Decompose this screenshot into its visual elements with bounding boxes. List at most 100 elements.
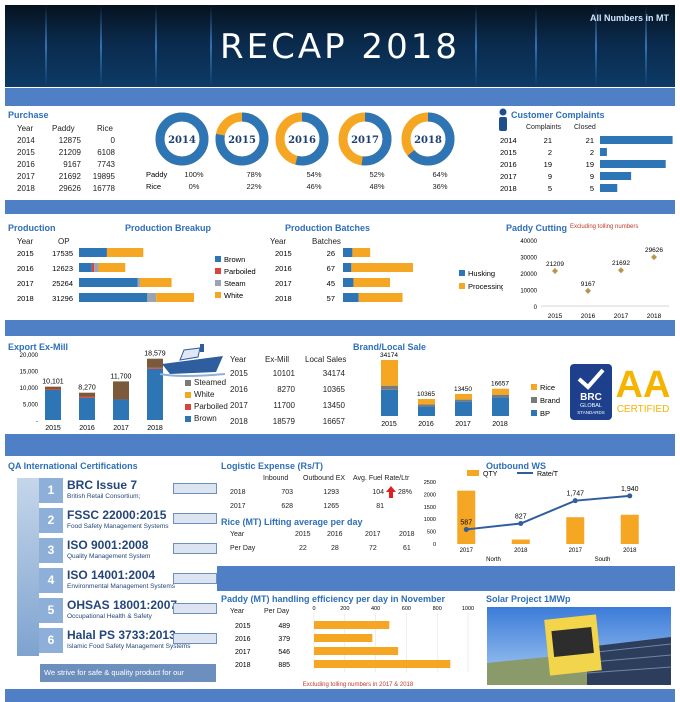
breakup-segment-brown bbox=[79, 248, 107, 257]
lifting-cell: 72 bbox=[369, 545, 377, 552]
outbound-xtick: 2017 bbox=[460, 548, 474, 554]
export-cell-exmill: 10101 bbox=[272, 369, 295, 378]
lifting-col: 2017 bbox=[365, 531, 381, 538]
donut-year-label: 2016 bbox=[288, 135, 316, 146]
export-data-label: 11,700 bbox=[111, 373, 132, 380]
production-year: 2018 bbox=[17, 294, 34, 303]
export-xtick: 2018 bbox=[147, 425, 163, 432]
cutting-point bbox=[552, 268, 558, 275]
divider-band bbox=[5, 320, 675, 336]
brand-legend-label: BP bbox=[540, 409, 550, 418]
brand-bar-segment bbox=[418, 399, 435, 405]
batches-chart: 2015 26 2016 67 2017 45 2018 57 Husking Processin… bbox=[275, 248, 503, 303]
production-section: Production Production Breakup Year OP 20… bbox=[5, 214, 675, 320]
cutting-point bbox=[651, 254, 657, 261]
handling-value: 379 bbox=[278, 636, 290, 643]
purchase-cell-rice: 16778 bbox=[92, 184, 115, 193]
export-legend-swatch bbox=[185, 416, 191, 422]
handling-year: 2018 bbox=[235, 662, 251, 669]
export-legend-label: Steamed bbox=[194, 378, 227, 387]
divider-band bbox=[5, 689, 675, 702]
complaints-year: 2018 bbox=[500, 184, 517, 193]
complaints-bar bbox=[600, 136, 673, 144]
export-legend-item: White bbox=[185, 390, 245, 400]
purchase-cell-paddy: 9167 bbox=[63, 160, 81, 169]
outbound-legend-qty: QTY bbox=[483, 471, 498, 478]
brand-bar-segment bbox=[455, 401, 472, 416]
production-year: 2016 bbox=[17, 264, 34, 273]
outbound-rate-label: 1,747 bbox=[566, 491, 584, 498]
export-bar-segment bbox=[113, 381, 129, 400]
outbound-qty-bar bbox=[457, 490, 476, 544]
outbound-ytick: 2500 bbox=[424, 480, 436, 486]
handling-title: Paddy (MT) handling efficiency per day i… bbox=[221, 594, 446, 604]
export-cell-year: 2018 bbox=[230, 417, 248, 426]
brand-legend-label: Brand bbox=[540, 396, 560, 405]
brand-xtick: 2016 bbox=[418, 421, 434, 428]
export-bar-segment bbox=[147, 367, 163, 369]
qa-item-logo bbox=[173, 603, 217, 614]
complaints-count: 21 bbox=[544, 136, 552, 145]
complaints-closed: 2 bbox=[590, 148, 594, 157]
complaints-year: 2014 bbox=[500, 136, 517, 145]
qa-item-sub: Environmental Management Systems bbox=[67, 583, 176, 590]
export-legend-swatch bbox=[185, 380, 191, 386]
qa-item: 6 Halal PS 3733:2013 Islamic Food Safety M… bbox=[15, 628, 217, 653]
logistics-cell-outbound: 1265 bbox=[323, 503, 339, 510]
cutting-xtick: 2017 bbox=[614, 313, 629, 320]
production-year: 2017 bbox=[17, 279, 34, 288]
units-note: All Numbers in MT bbox=[589, 13, 669, 23]
complaints-bar bbox=[600, 160, 666, 168]
breakup-segment-steam bbox=[94, 263, 99, 272]
lifting-col: Year bbox=[230, 531, 245, 538]
batches-count: 45 bbox=[327, 279, 335, 288]
export-bar-segment bbox=[147, 368, 163, 420]
export-cell-year: 2015 bbox=[230, 369, 248, 378]
brand-bar-segment bbox=[381, 385, 398, 390]
brc-text: BRC bbox=[580, 392, 602, 403]
breakup-segment-white bbox=[139, 278, 172, 287]
outbound-rate-label: 827 bbox=[515, 513, 527, 520]
handling-col-perday: Per Day bbox=[264, 608, 290, 615]
qa-item-logo bbox=[173, 543, 217, 554]
export-legend-label: Parboiled bbox=[194, 402, 228, 411]
brand-title: Brand/Local Sale bbox=[353, 342, 427, 352]
qa-item-name: ISO 9001:2008 bbox=[67, 538, 149, 552]
export-ytick: 10,000 bbox=[20, 386, 39, 392]
outbound-xtick: 2018 bbox=[514, 548, 528, 554]
complaints-bar bbox=[600, 184, 618, 192]
export-cell-local: 16657 bbox=[322, 417, 345, 426]
handling-xtick: 800 bbox=[433, 606, 442, 612]
handling-col-year: Year bbox=[230, 608, 245, 615]
export-ytick: 5,000 bbox=[23, 403, 39, 409]
export-ytick: 15,000 bbox=[20, 370, 39, 376]
brand-xtick: 2018 bbox=[492, 421, 508, 428]
purchase-cell-paddy: 21209 bbox=[58, 148, 81, 157]
complaints-closed: 21 bbox=[586, 136, 594, 145]
brand-chart: 34174 2015 10365 2016 13450 2017 16657 2018 Rice… bbox=[380, 352, 560, 428]
qa-item-logo bbox=[173, 573, 217, 584]
divider-band bbox=[5, 88, 675, 106]
outbound-rate-line bbox=[466, 494, 630, 531]
export-bar-segment bbox=[79, 397, 95, 420]
batches-count: 26 bbox=[327, 249, 335, 258]
export-section: Export Ex-Mill 20,000 15,000 10,000 5,000 - 1… bbox=[5, 336, 675, 434]
production-year: 2015 bbox=[17, 249, 34, 258]
complaints-title: Customer Complaints bbox=[511, 110, 605, 120]
export-cell-local: 10365 bbox=[322, 385, 345, 394]
brand-xtick: 2017 bbox=[455, 421, 471, 428]
export-bar-segment bbox=[45, 386, 61, 389]
qa-item: 4 ISO 14001:2004 Environmental Management … bbox=[15, 568, 217, 593]
outbound-ytick: 1000 bbox=[424, 517, 436, 523]
purchase-cell-year: 2016 bbox=[17, 160, 35, 169]
brand-data-label: 34174 bbox=[380, 352, 398, 359]
handling-note: Excluding tolling numbers in 2017 & 2018 bbox=[303, 682, 414, 688]
donut-paddy-arc bbox=[155, 112, 209, 166]
qa-item-number: 4 bbox=[39, 568, 63, 593]
brand-bar-segment bbox=[381, 360, 398, 386]
export-cell-local: 34174 bbox=[322, 369, 345, 378]
outbound-rate-label: 587 bbox=[460, 519, 472, 526]
complaints-bar bbox=[600, 148, 607, 156]
breakup-legend-label: Steam bbox=[224, 279, 246, 288]
production-op: 25264 bbox=[52, 279, 73, 288]
